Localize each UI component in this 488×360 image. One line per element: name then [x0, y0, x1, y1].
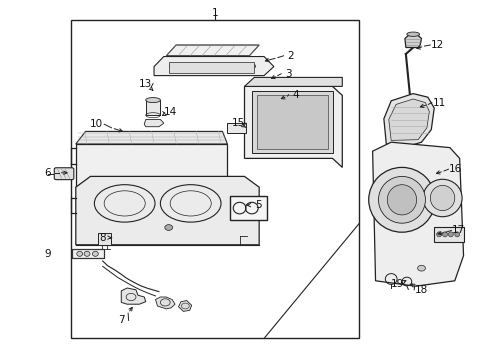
Bar [72, 249, 104, 258]
Polygon shape [121, 288, 145, 304]
Text: 5: 5 [254, 200, 261, 210]
Polygon shape [404, 34, 421, 48]
Bar [229, 196, 266, 220]
Polygon shape [144, 120, 163, 127]
Ellipse shape [436, 232, 441, 237]
Bar [71, 20, 359, 338]
Polygon shape [76, 131, 227, 144]
Text: 15: 15 [231, 118, 245, 128]
Text: 14: 14 [163, 107, 177, 117]
Ellipse shape [273, 97, 283, 104]
Ellipse shape [145, 98, 160, 103]
Ellipse shape [386, 185, 416, 215]
Text: 6: 6 [44, 168, 51, 178]
Polygon shape [155, 297, 175, 309]
Polygon shape [244, 77, 342, 86]
Ellipse shape [406, 32, 419, 36]
Ellipse shape [169, 64, 177, 68]
Bar [256, 95, 327, 149]
Polygon shape [372, 142, 463, 286]
Text: 8: 8 [99, 233, 106, 243]
Text: 2: 2 [287, 51, 294, 61]
Polygon shape [271, 86, 285, 97]
Text: 4: 4 [292, 90, 299, 100]
Ellipse shape [429, 185, 454, 211]
Ellipse shape [164, 225, 172, 230]
Text: 7: 7 [118, 315, 124, 325]
Polygon shape [76, 176, 259, 245]
Ellipse shape [247, 64, 255, 68]
Text: 16: 16 [448, 164, 462, 174]
Polygon shape [166, 45, 259, 56]
Polygon shape [383, 94, 433, 147]
Bar [227, 123, 245, 133]
Text: 10: 10 [90, 119, 103, 129]
Polygon shape [178, 301, 191, 311]
Bar [433, 227, 463, 242]
Bar [145, 100, 160, 115]
Bar [261, 88, 270, 95]
Text: 18: 18 [414, 285, 427, 295]
Ellipse shape [378, 176, 425, 223]
Ellipse shape [442, 232, 447, 237]
Polygon shape [76, 144, 227, 205]
Bar [72, 249, 104, 258]
Bar [98, 233, 111, 245]
Ellipse shape [368, 167, 434, 232]
Ellipse shape [454, 232, 459, 237]
Text: 9: 9 [44, 249, 51, 259]
Bar [251, 91, 332, 153]
Text: 13: 13 [139, 78, 152, 89]
Ellipse shape [447, 232, 452, 237]
Ellipse shape [84, 251, 90, 256]
Text: 12: 12 [430, 40, 444, 50]
Ellipse shape [417, 265, 425, 271]
Ellipse shape [77, 251, 82, 256]
Text: 19: 19 [389, 279, 403, 289]
Text: 11: 11 [431, 98, 445, 108]
Ellipse shape [208, 64, 216, 68]
Polygon shape [154, 57, 273, 76]
Polygon shape [244, 86, 342, 167]
FancyBboxPatch shape [54, 168, 74, 180]
Polygon shape [388, 99, 428, 140]
Text: 1: 1 [211, 8, 218, 18]
Bar [168, 62, 254, 73]
Text: 3: 3 [285, 69, 291, 79]
Ellipse shape [92, 251, 98, 256]
Text: 17: 17 [451, 225, 465, 235]
Ellipse shape [422, 179, 461, 217]
Ellipse shape [189, 64, 197, 68]
